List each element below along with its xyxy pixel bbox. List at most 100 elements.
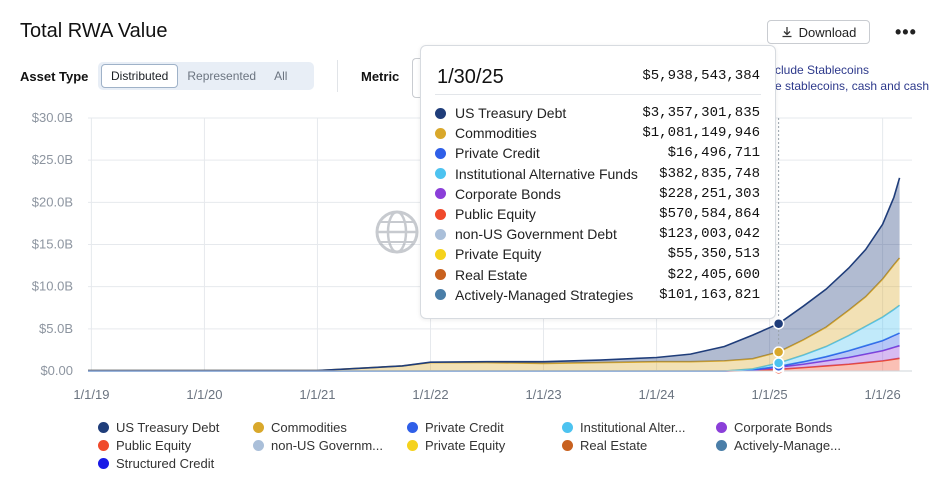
download-icon bbox=[782, 27, 792, 38]
tooltip-row: US Treasury Debt $3,357,301,835 bbox=[435, 104, 760, 122]
tooltip-series-name: Private Credit bbox=[455, 145, 540, 162]
legend-swatch bbox=[407, 440, 418, 451]
x-tick-label: 1/1/19 bbox=[73, 387, 109, 402]
asset-type-option-distributed[interactable]: Distributed bbox=[101, 64, 179, 88]
tooltip-row: Commodities $1,081,149,946 bbox=[435, 124, 760, 142]
tooltip-row: Corporate Bonds $228,251,303 bbox=[435, 185, 760, 203]
tooltip-swatch bbox=[435, 107, 446, 119]
tooltip-series-name: non-US Government Debt bbox=[455, 226, 617, 243]
tooltip-row: Institutional Alternative Funds $382,835,… bbox=[435, 165, 760, 183]
x-tick-label: 1/1/23 bbox=[525, 387, 561, 402]
legend-swatch bbox=[253, 440, 264, 451]
legend-item[interactable]: Private Equity bbox=[407, 438, 505, 453]
tooltip-series-value: $570,584,864 bbox=[659, 206, 760, 222]
stablecoin-note-line1: clude Stablecoins bbox=[775, 63, 870, 77]
y-tick-label: $15.0B bbox=[32, 237, 73, 252]
tooltip-series-value: $101,163,821 bbox=[659, 286, 760, 303]
x-tick-label: 1/1/22 bbox=[412, 387, 448, 402]
legend-label: Public Equity bbox=[116, 438, 192, 453]
legend-swatch bbox=[716, 440, 727, 451]
tooltip-series-name: Private Equity bbox=[455, 246, 542, 263]
hover-point bbox=[772, 346, 785, 358]
tooltip-date: 1/30/25 bbox=[437, 66, 504, 88]
tooltip-series-name: Actively-Managed Strategies bbox=[455, 286, 634, 303]
x-tick-label: 1/1/20 bbox=[186, 387, 222, 402]
tooltip-swatch bbox=[435, 168, 446, 180]
globe-icon bbox=[375, 210, 419, 254]
tooltip-swatch bbox=[435, 147, 446, 159]
legend-swatch bbox=[562, 440, 573, 451]
tooltip-row: Private Equity $55,350,513 bbox=[435, 245, 760, 263]
more-options-icon[interactable]: ••• bbox=[895, 22, 917, 42]
tooltip-series-value: $123,003,042 bbox=[659, 226, 760, 243]
y-axis: $0.00 $5.0B $10.0B $15.0B $20.0B $25.0B $30.0B bbox=[32, 110, 73, 378]
tooltip-row: Private Credit $16,496,711 bbox=[435, 144, 760, 162]
tooltip-series-value: $382,835,748 bbox=[659, 165, 760, 182]
y-tick-label: $20.0B bbox=[32, 194, 73, 209]
asset-type-option-all[interactable]: All bbox=[274, 69, 288, 83]
tooltip-swatch bbox=[435, 208, 446, 220]
chart-tooltip: 1/30/25 $5,938,543,384 US Treasury Debt $… bbox=[420, 45, 776, 319]
legend-item[interactable]: Private Credit bbox=[407, 420, 504, 435]
legend-swatch bbox=[562, 422, 573, 433]
tooltip-separator bbox=[435, 94, 761, 95]
legend-label: Actively-Manage... bbox=[734, 438, 841, 453]
legend-label: US Treasury Debt bbox=[116, 420, 220, 435]
hover-point bbox=[772, 357, 785, 369]
rwa-area-chart[interactable]: $0.00 $5.0B $10.0B $15.0B $20.0B $25.0B $30.0B… bbox=[0, 0, 936, 410]
legend-item[interactable]: Corporate Bonds bbox=[716, 420, 832, 435]
legend-label: non-US Governm... bbox=[271, 438, 383, 453]
asset-type-label: Asset Type bbox=[20, 69, 89, 84]
legend-label: Real Estate bbox=[580, 438, 648, 453]
area-public-equity bbox=[88, 358, 900, 371]
asset-type-segmented-control: Distributed Represented All bbox=[98, 62, 314, 90]
tooltip-row: Public Equity $570,584,864 bbox=[435, 205, 760, 223]
tooltip-series-value: $22,405,600 bbox=[667, 266, 760, 283]
legend-swatch bbox=[98, 422, 109, 433]
y-tick-label: $10.0B bbox=[32, 279, 73, 294]
tooltip-swatch bbox=[435, 127, 446, 139]
hover-markers bbox=[772, 118, 785, 376]
download-label: Download bbox=[798, 24, 857, 40]
legend-swatch bbox=[98, 440, 109, 451]
legend-item[interactable]: Real Estate bbox=[562, 438, 647, 453]
tooltip-series-name: US Treasury Debt bbox=[455, 105, 567, 121]
y-tick-label: $30.0B bbox=[32, 110, 73, 125]
tooltip-series-name: Commodities bbox=[455, 125, 537, 142]
hover-point bbox=[772, 317, 785, 330]
legend-item[interactable]: Institutional Alter... bbox=[562, 420, 686, 435]
y-tick-label: $25.0B bbox=[32, 152, 73, 167]
y-tick-label: $0.00 bbox=[40, 363, 73, 378]
legend-item[interactable]: Commodities bbox=[253, 420, 347, 435]
legend-item[interactable]: non-US Governm... bbox=[253, 438, 383, 453]
legend-item[interactable]: Actively-Manage... bbox=[716, 438, 841, 453]
legend-item[interactable]: Structured Credit bbox=[98, 456, 214, 471]
x-tick-label: 1/1/25 bbox=[752, 387, 788, 402]
download-button[interactable]: Download bbox=[767, 20, 870, 44]
tooltip-swatch bbox=[435, 188, 446, 200]
x-tick-label: 1/1/21 bbox=[299, 387, 335, 402]
controls-divider bbox=[337, 60, 338, 92]
tooltip-series-name: Real Estate bbox=[455, 266, 528, 283]
tooltip-series-name: Public Equity bbox=[455, 206, 536, 222]
y-tick-label: $5.0B bbox=[39, 321, 73, 336]
metric-label: Metric bbox=[361, 69, 400, 84]
x-tick-label: 1/1/24 bbox=[638, 387, 674, 402]
legend-swatch bbox=[253, 422, 264, 433]
stablecoin-note[interactable]: clude Stablecoins e stablecoins, cash an… bbox=[775, 62, 929, 94]
tooltip-series-value: $228,251,303 bbox=[659, 185, 760, 202]
legend-label: Corporate Bonds bbox=[734, 420, 833, 435]
legend-label: Private Credit bbox=[425, 420, 504, 435]
asset-type-option-represented[interactable]: Represented bbox=[187, 69, 257, 83]
tooltip-swatch bbox=[435, 248, 446, 260]
tooltip-series-value: $16,496,711 bbox=[667, 145, 760, 162]
x-tick-label: 1/1/26 bbox=[865, 387, 901, 402]
tooltip-row: Real Estate $22,405,600 bbox=[435, 266, 760, 284]
page-title: Total RWA Value bbox=[20, 20, 168, 42]
legend-item[interactable]: US Treasury Debt bbox=[98, 420, 219, 435]
legend-swatch bbox=[98, 458, 109, 469]
tooltip-series-name: Corporate Bonds bbox=[455, 185, 561, 202]
x-axis: 1/1/19 1/1/20 1/1/21 1/1/22 1/1/23 1/1/24 1/1/… bbox=[73, 370, 912, 402]
legend-label: Structured Credit bbox=[116, 456, 215, 471]
legend-item[interactable]: Public Equity bbox=[98, 438, 191, 453]
